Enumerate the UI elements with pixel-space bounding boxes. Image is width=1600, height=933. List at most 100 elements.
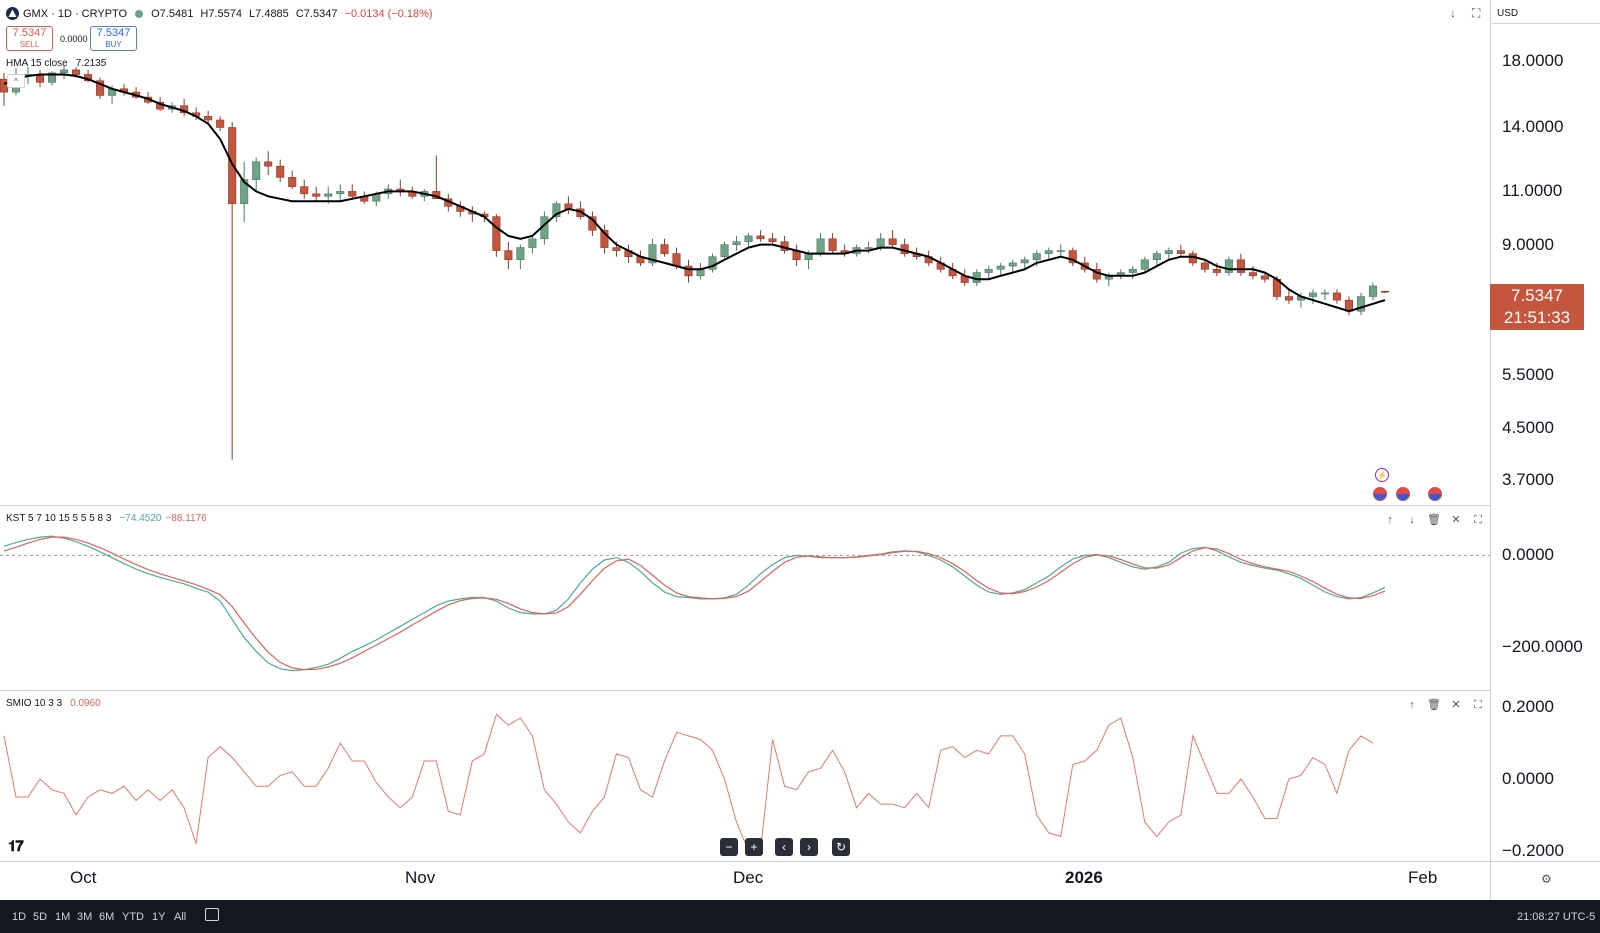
clock-readout[interactable]: 21:08:27 UTC-5 (1517, 911, 1596, 923)
chart-canvas[interactable] (0, 0, 1490, 860)
candle (996, 262, 1005, 276)
symbol-title[interactable]: GMX · 1D · CRYPTO (23, 7, 128, 20)
timeframe-button-ytd[interactable]: YTD (122, 911, 144, 923)
symbol-legend: GMX · 1D · CRYPTO O7.5481 H7.5574 L7.488… (6, 7, 437, 20)
us-flag-event-icon[interactable] (1373, 487, 1387, 501)
move-up-icon[interactable]: ↑ (1409, 699, 1415, 711)
candle-body (660, 244, 669, 254)
candle (228, 121, 237, 460)
maximize-pane-icon[interactable]: ⛶ (1474, 699, 1482, 711)
smio-pane-controls: ↑ 🗑 ✕ ⛶ (1404, 697, 1486, 713)
candle (1332, 289, 1341, 304)
move-down-icon[interactable]: ↓ (1409, 514, 1415, 526)
arrow-down-icon[interactable]: ↓ (1450, 6, 1456, 20)
candle-body (1380, 290, 1390, 293)
kst-axis-label: −200.0000 (1502, 636, 1583, 656)
time-axis-settings-icon[interactable]: ⚙ (1541, 872, 1552, 886)
currency-label[interactable]: USD (1497, 8, 1519, 19)
candle-body (528, 238, 537, 248)
us-flag-event-icon[interactable] (1428, 487, 1442, 501)
candle (888, 230, 897, 248)
candle (492, 214, 501, 257)
kst-axis-label: 0.0000 (1502, 545, 1554, 565)
timeframe-button-3m[interactable]: 3M (77, 911, 93, 923)
delete-icon[interactable]: 🗑 (1427, 514, 1441, 526)
timeframe-button-5d[interactable]: 5D (33, 911, 48, 923)
hma-line (3, 73, 1386, 313)
tradingview-logo-icon[interactable]: 𝟏𝟕 (8, 838, 24, 855)
reset-chart-button[interactable]: ↻ (832, 838, 850, 856)
sell-button[interactable]: 7.5347 SELL (6, 26, 53, 51)
candle-body (996, 265, 1005, 270)
candle (648, 238, 657, 267)
candle (1044, 247, 1053, 260)
kst-legend[interactable]: KST 5 7 10 15 5 5 5 8 3 −74.4520 −88.117… (6, 513, 207, 524)
hma-legend[interactable]: HMA 15 close 7.2135 (6, 58, 106, 69)
candle (1320, 289, 1329, 301)
candle (1224, 256, 1233, 276)
candle-body (1332, 292, 1341, 301)
candle-body (516, 247, 525, 261)
candle-body (1308, 292, 1317, 297)
candle-body (756, 235, 765, 240)
candle (1344, 296, 1353, 316)
maximize-icon[interactable]: ⛶ (1472, 6, 1481, 20)
candle-body (48, 72, 57, 83)
candle-body (1152, 253, 1161, 261)
candle (768, 233, 777, 245)
smio-legend[interactable]: SMIO 10 3 3 0.0960 (6, 698, 101, 709)
candlestick-series (0, 65, 1390, 460)
timeframe-button-1d[interactable]: 1D (12, 911, 27, 923)
candle (600, 224, 609, 254)
candle-body (492, 216, 501, 251)
date-range-icon[interactable] (205, 908, 219, 921)
candle (1068, 247, 1077, 267)
kst-line (3, 535, 1386, 672)
candle (1356, 292, 1366, 316)
collapse-icon[interactable]: ✕ (1451, 699, 1461, 711)
price-axis-label: 14.0000 (1502, 117, 1564, 137)
lightning-event-icon[interactable]: ⚡ (1375, 468, 1389, 482)
candle-body (888, 238, 897, 245)
candle (456, 201, 465, 217)
candle-body (1368, 285, 1378, 297)
kst-pane-controls: ↑ ↓ 🗑 ✕ ⛶ (1382, 512, 1486, 528)
candle (756, 230, 765, 242)
time-axis-label: Nov (405, 868, 436, 887)
zoom-out-button[interactable]: − (720, 838, 738, 856)
smio-line (3, 713, 1374, 852)
candle (336, 184, 345, 202)
scroll-left-button[interactable]: ‹ (775, 838, 793, 856)
pane-separator-2[interactable] (0, 690, 1490, 691)
buy-button[interactable]: 7.5347 BUY (90, 26, 137, 51)
delete-icon[interactable]: 🗑 (1427, 699, 1441, 711)
timeframe-button-all[interactable]: All (174, 911, 187, 923)
hma-label: HMA 15 close (6, 58, 68, 69)
candle-body (684, 265, 693, 277)
collapse-icon[interactable]: ✕ (1451, 514, 1461, 526)
candle-body (708, 256, 717, 270)
timeframe-button-1m[interactable]: 1M (55, 911, 71, 923)
candle (216, 116, 225, 132)
timeframe-button-1y[interactable]: 1Y (152, 911, 166, 923)
scroll-right-button[interactable]: › (800, 838, 818, 856)
zoom-in-button[interactable]: + (745, 838, 763, 856)
us-flag-event-icon[interactable] (1396, 487, 1410, 501)
candle (960, 269, 969, 286)
high-value: H7.5574 (200, 7, 242, 20)
move-up-icon[interactable]: ↑ (1387, 514, 1393, 526)
candle (720, 241, 729, 260)
candle (252, 157, 261, 192)
candle (660, 238, 669, 257)
candle (864, 241, 873, 254)
candle-body (1236, 259, 1245, 273)
pane-separator-1[interactable] (0, 505, 1490, 506)
timeframe-button-6m[interactable]: 6M (99, 911, 115, 923)
time-axis-label: Feb (1408, 868, 1438, 887)
candle (516, 244, 525, 270)
collapse-legend-icon[interactable]: ^ (7, 74, 25, 88)
candle (288, 170, 297, 190)
kst-label: KST 5 7 10 15 5 5 5 8 3 (6, 513, 112, 524)
sell-label: SELL (19, 40, 40, 49)
maximize-pane-icon[interactable]: ⛶ (1474, 514, 1482, 526)
